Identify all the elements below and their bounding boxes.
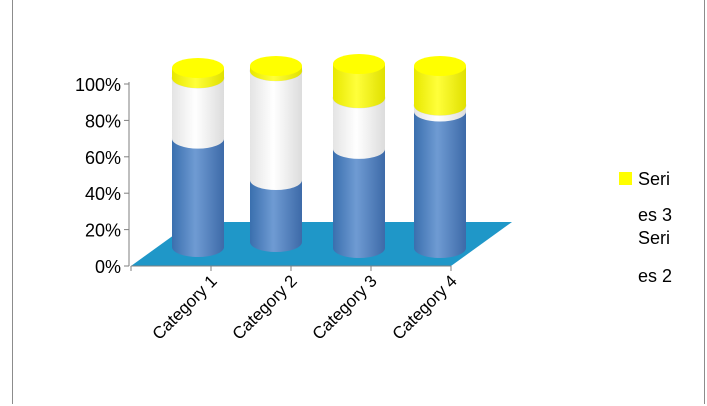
legend-label: Seri bbox=[638, 228, 670, 248]
bar-segment bbox=[333, 149, 385, 258]
x-tick-label: Category 1 bbox=[149, 271, 221, 343]
bar-stack bbox=[333, 54, 385, 258]
bar-stack bbox=[172, 58, 224, 257]
axis-layer: 0% 20% 40% 60% 80% 100% bbox=[75, 75, 129, 277]
bar-segment bbox=[172, 139, 224, 257]
category-labels: Category 1 Category 2 Category 3 Category 4 bbox=[149, 271, 461, 343]
legend-label: es 2 bbox=[638, 266, 672, 286]
x-tick-label: Category 3 bbox=[309, 271, 381, 343]
y-tick-label: 80% bbox=[85, 111, 121, 131]
legend-label: Seri bbox=[638, 169, 670, 189]
y-tick-label: 20% bbox=[85, 221, 121, 241]
x-tick-label: Category 2 bbox=[229, 271, 301, 343]
bar-segment bbox=[250, 180, 302, 252]
legend-swatch-series-3 bbox=[619, 172, 632, 185]
x-tick-label: Category 4 bbox=[389, 271, 461, 343]
bar-cap bbox=[250, 56, 302, 76]
y-tick-label: 60% bbox=[85, 148, 121, 168]
legend: Seri es 3 Seri es 2 bbox=[619, 169, 672, 286]
y-tick-label: 0% bbox=[95, 257, 121, 277]
bar-cap bbox=[414, 56, 466, 76]
bar-segment bbox=[172, 78, 224, 149]
bar-cap bbox=[172, 58, 224, 78]
bar-stack bbox=[250, 56, 302, 252]
y-tick-label: 100% bbox=[75, 75, 121, 95]
bar-cap bbox=[333, 54, 385, 74]
bar-segment bbox=[250, 71, 302, 190]
bar-stack bbox=[414, 56, 466, 258]
legend-label: es 3 bbox=[638, 205, 672, 225]
y-tick-label: 40% bbox=[85, 184, 121, 204]
bar-segment bbox=[414, 112, 466, 259]
